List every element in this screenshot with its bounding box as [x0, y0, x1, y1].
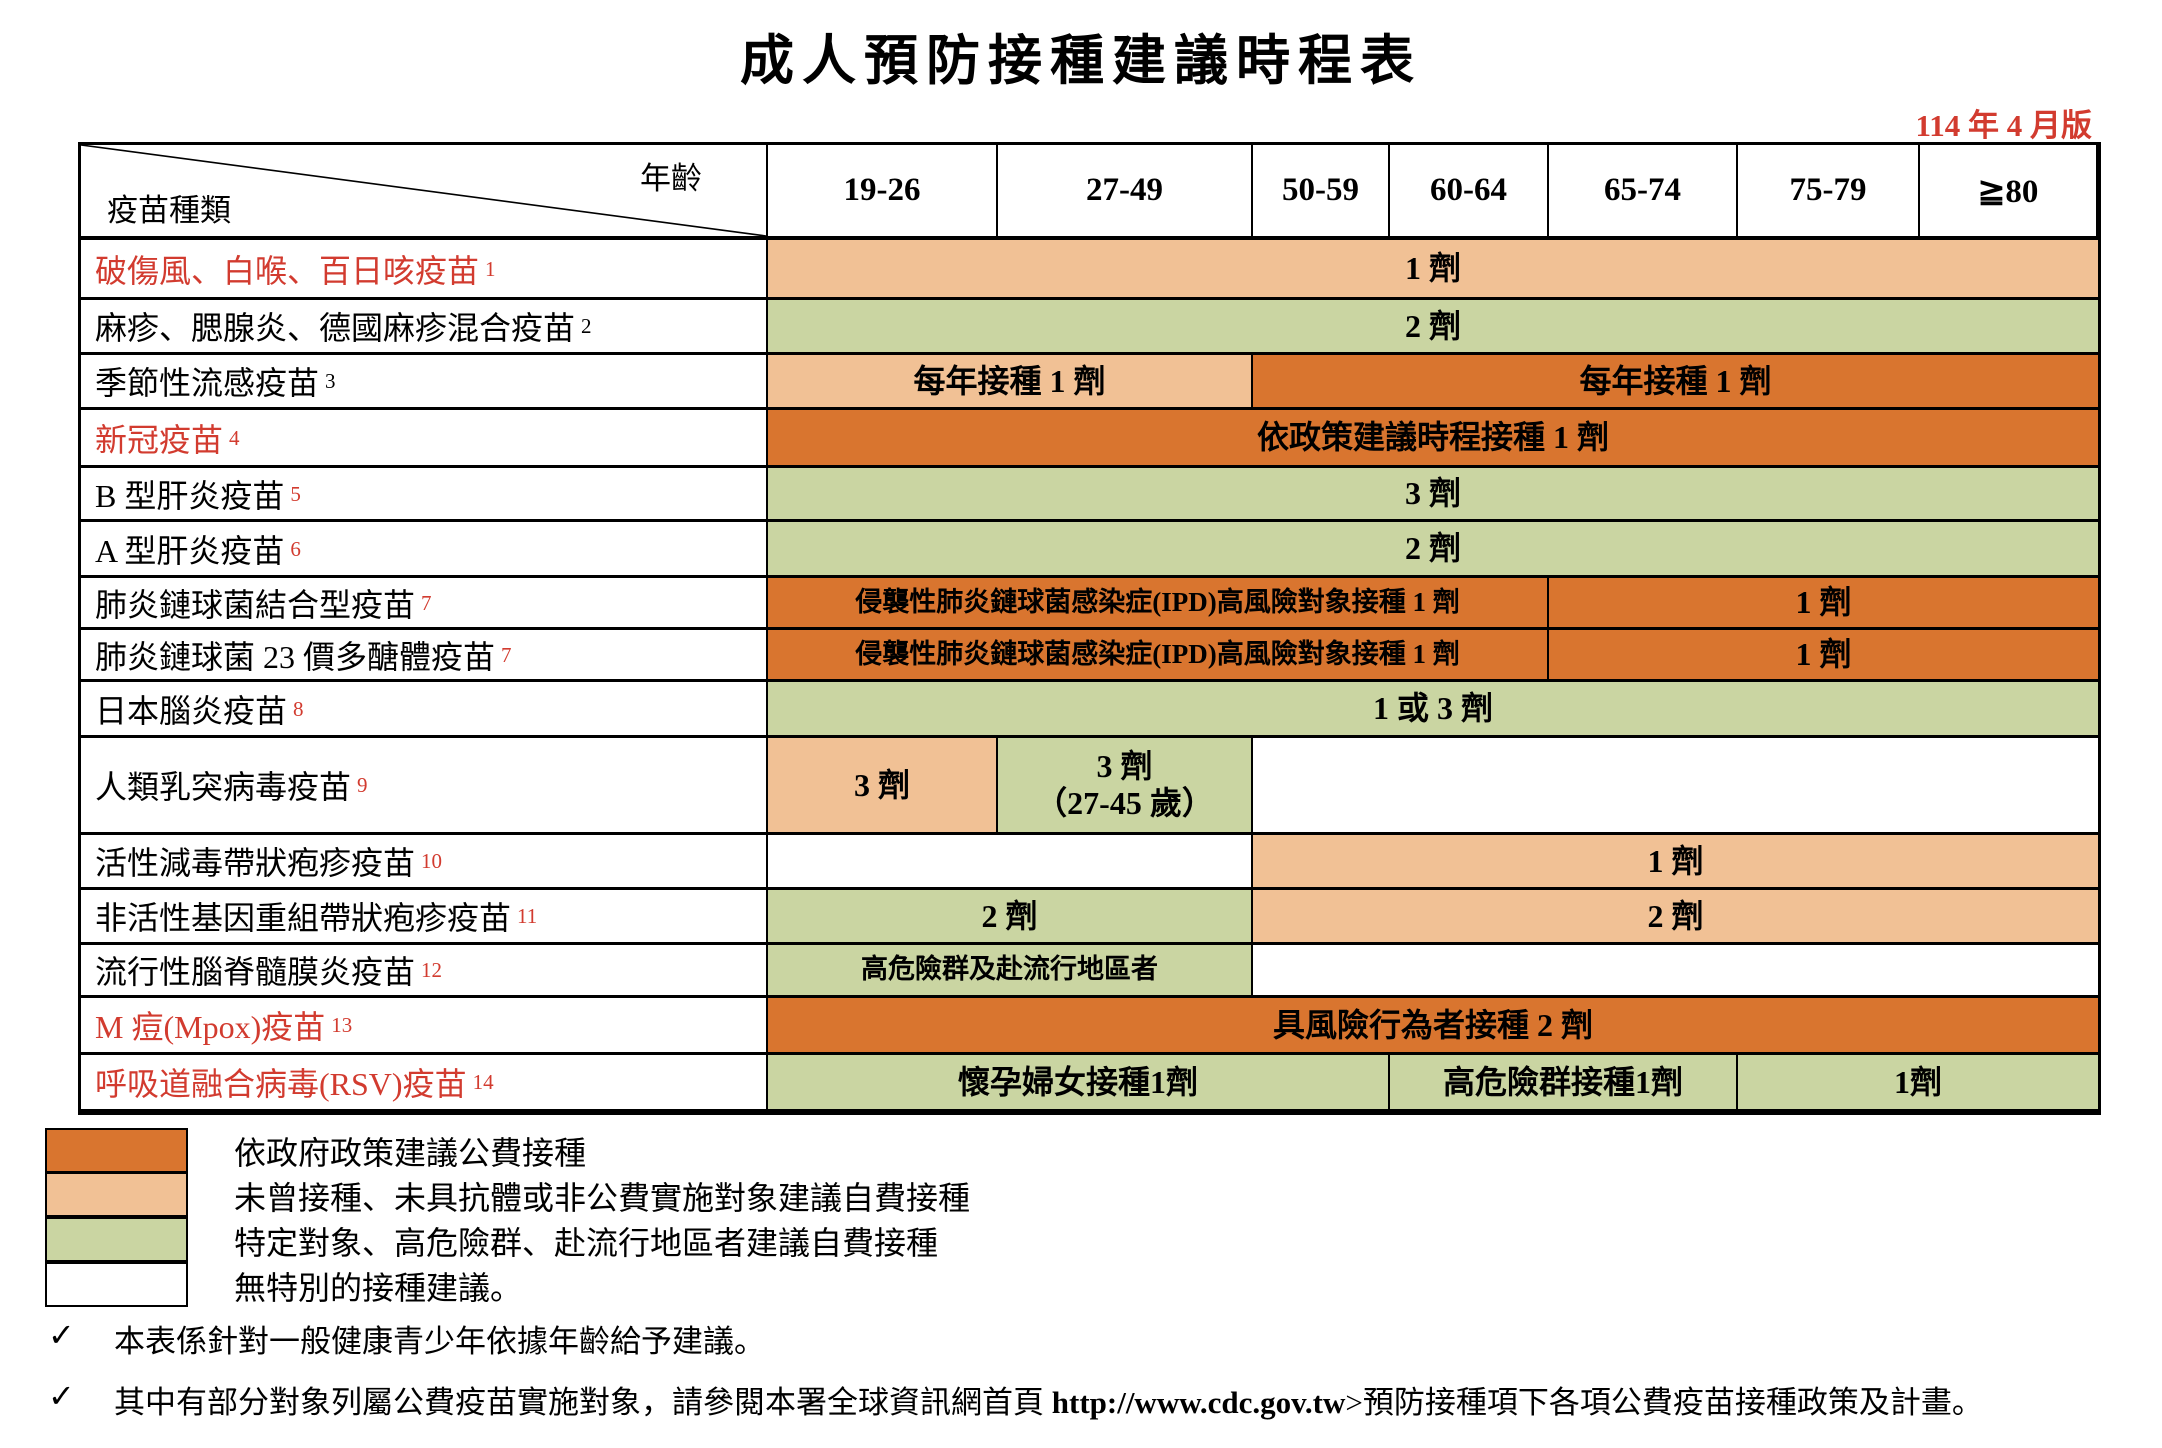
legend-label: 特定對象、高危險群、赴流行地區者建議自費接種 — [234, 1224, 939, 1261]
schedule-cell: 1 劑 — [1253, 835, 2098, 890]
schedule-cell: 2 劑 — [768, 890, 1253, 945]
age-group-header: 60-64 — [1390, 145, 1549, 240]
vaccine-row-label: B 型肝炎疫苗 5 — [81, 468, 768, 522]
footnote-text: 本表係針對一般健康青少年依據年齡給予建議。 — [114, 1324, 765, 1359]
schedule-cell: 侵襲性肺炎鏈球菌感染症(IPD)高風險對象接種 1 劑 — [768, 630, 1549, 682]
vaccine-row-label: 日本腦炎疫苗 8 — [81, 682, 768, 738]
legend-swatch — [45, 1128, 188, 1173]
schedule-cell: 1 劑 — [1549, 578, 2098, 630]
age-group-header: 75-79 — [1738, 145, 1920, 240]
age-group-header: 27-49 — [998, 145, 1253, 240]
legend-swatch — [45, 1217, 188, 1262]
schedule-cell: 2 劑 — [768, 300, 2098, 355]
schedule-cell: 2 劑 — [1253, 890, 2098, 945]
schedule-cell — [1253, 945, 2098, 998]
vaccine-row-label: 流行性腦脊髓膜炎疫苗 12 — [81, 945, 768, 998]
schedule-cell: 1 劑 — [768, 240, 2098, 300]
vaccine-row-label: 人類乳突病毒疫苗 9 — [81, 738, 768, 835]
legend-label: 未曾接種、未具抗體或非公費實施對象建議自費接種 — [234, 1179, 971, 1216]
age-group-header: ≧80 — [1920, 145, 2098, 240]
schedule-cell: 具風險行為者接種 2 劑 — [768, 998, 2098, 1055]
schedule-cell: 3 劑 — [768, 738, 998, 835]
age-group-header: 19-26 — [768, 145, 998, 240]
legend-label: 無特別的接種建議。 — [234, 1269, 523, 1306]
schedule-cell: 每年接種 1 劑 — [1253, 355, 2098, 410]
schedule-cell: 3 劑 — [768, 468, 2098, 522]
schedule-cell: 3 劑 （27-45 歲） — [998, 738, 1253, 835]
legend-row: 依政府政策建議公費接種 — [45, 1128, 970, 1173]
schedule-cell: 高危險群接種1劑 — [1390, 1055, 1738, 1112]
schedule-cell: 1 劑 — [1549, 630, 2098, 682]
schedule-cell: 侵襲性肺炎鏈球菌感染症(IPD)高風險對象接種 1 劑 — [768, 578, 1549, 630]
legend-label: 依政府政策建議公費接種 — [234, 1134, 587, 1171]
schedule-cell: 每年接種 1 劑 — [768, 355, 1253, 410]
vaccine-row-label: 麻疹、腮腺炎、德國麻疹混合疫苗 2 — [81, 300, 768, 355]
cdc-url: http://www.cdc.gov.tw — [1051, 1385, 1346, 1420]
color-legend: 依政府政策建議公費接種未曾接種、未具抗體或非公費實施對象建議自費接種 特定對象、高… — [45, 1128, 970, 1308]
vaccine-row-label: 非活性基因重組帶狀疱疹疫苗 11 — [81, 890, 768, 945]
corner-age-label: 年齡 — [640, 161, 702, 196]
version-label: 114 年 4 月版 — [1915, 108, 2092, 143]
legend-row: 未曾接種、未具抗體或非公費實施對象建議自費接種 — [45, 1172, 971, 1218]
schedule-cell: 依政策建議時程接種 1 劑 — [768, 410, 2098, 468]
check-icon: ✓ — [48, 1378, 75, 1414]
diagonal-divider — [81, 145, 766, 236]
vaccine-row-label: M 痘(Mpox)疫苗 13 — [81, 998, 768, 1055]
schedule-cell: 高危險群及赴流行地區者 — [768, 945, 1253, 998]
vaccine-row-label: 肺炎鏈球菌結合型疫苗 7 — [81, 578, 768, 630]
vaccine-row-label: A 型肝炎疫苗 6 — [81, 522, 768, 578]
vaccine-row-label: 新冠疫苗 4 — [81, 410, 768, 468]
vaccine-row-label: 季節性流感疫苗 3 — [81, 355, 768, 410]
legend-swatch — [45, 1262, 188, 1307]
age-group-header: 65-74 — [1549, 145, 1738, 240]
vaccine-row-label: 破傷風、白喉、百日咳疫苗 1 — [81, 240, 768, 300]
legend-row: 無特別的接種建議。 — [45, 1262, 970, 1308]
table-corner-cell: 年齡 疫苗種類 — [81, 145, 768, 240]
footnote-line: ✓ 其中有部分對象列屬公費疫苗實施對象，請參閱本署全球資訊網首頁 http://w… — [48, 1377, 1983, 1438]
schedule-cell: 2 劑 — [768, 522, 2098, 578]
schedule-cell — [1253, 738, 2098, 835]
legend-row: 特定對象、高危險群、赴流行地區者建議自費接種 — [45, 1217, 970, 1263]
legend-swatch — [45, 1172, 188, 1217]
vaccine-row-label: 活性減毒帶狀疱疹疫苗 10 — [81, 835, 768, 890]
schedule-table: 年齡 疫苗種類 19-26 27-49 50-59 60-64 65-74 75-79 ≧8… — [78, 142, 2101, 1115]
footnote-text: 其中有部分對象列屬公費疫苗實施對象，請參閱本署全球資訊網首頁 http://ww… — [114, 1385, 1983, 1420]
schedule-cell: 懷孕婦女接種1劑 — [768, 1055, 1390, 1112]
corner-vaccine-type-label: 疫苗種類 — [107, 193, 231, 228]
page-title: 成人預防接種建議時程表 — [740, 31, 1422, 91]
schedule-cell: 1劑 — [1738, 1055, 2098, 1112]
schedule-cell: 1 或 3 劑 — [768, 682, 2098, 738]
check-icon: ✓ — [48, 1317, 75, 1353]
footnotes: ✓ 本表係針對一般健康青少年依據年齡給予建議。 ✓ 其中有部分對象列屬公費疫苗實施對象… — [48, 1316, 1983, 1438]
schedule-cell — [768, 835, 1253, 890]
vaccine-row-label: 肺炎鏈球菌 23 價多醣體疫苗 7 — [81, 630, 768, 682]
age-group-header: 50-59 — [1253, 145, 1390, 240]
footnote-line: ✓ 本表係針對一般健康青少年依據年齡給予建議。 — [48, 1316, 1983, 1377]
vaccine-row-label: 呼吸道融合病毒(RSV)疫苗 14 — [81, 1055, 768, 1112]
